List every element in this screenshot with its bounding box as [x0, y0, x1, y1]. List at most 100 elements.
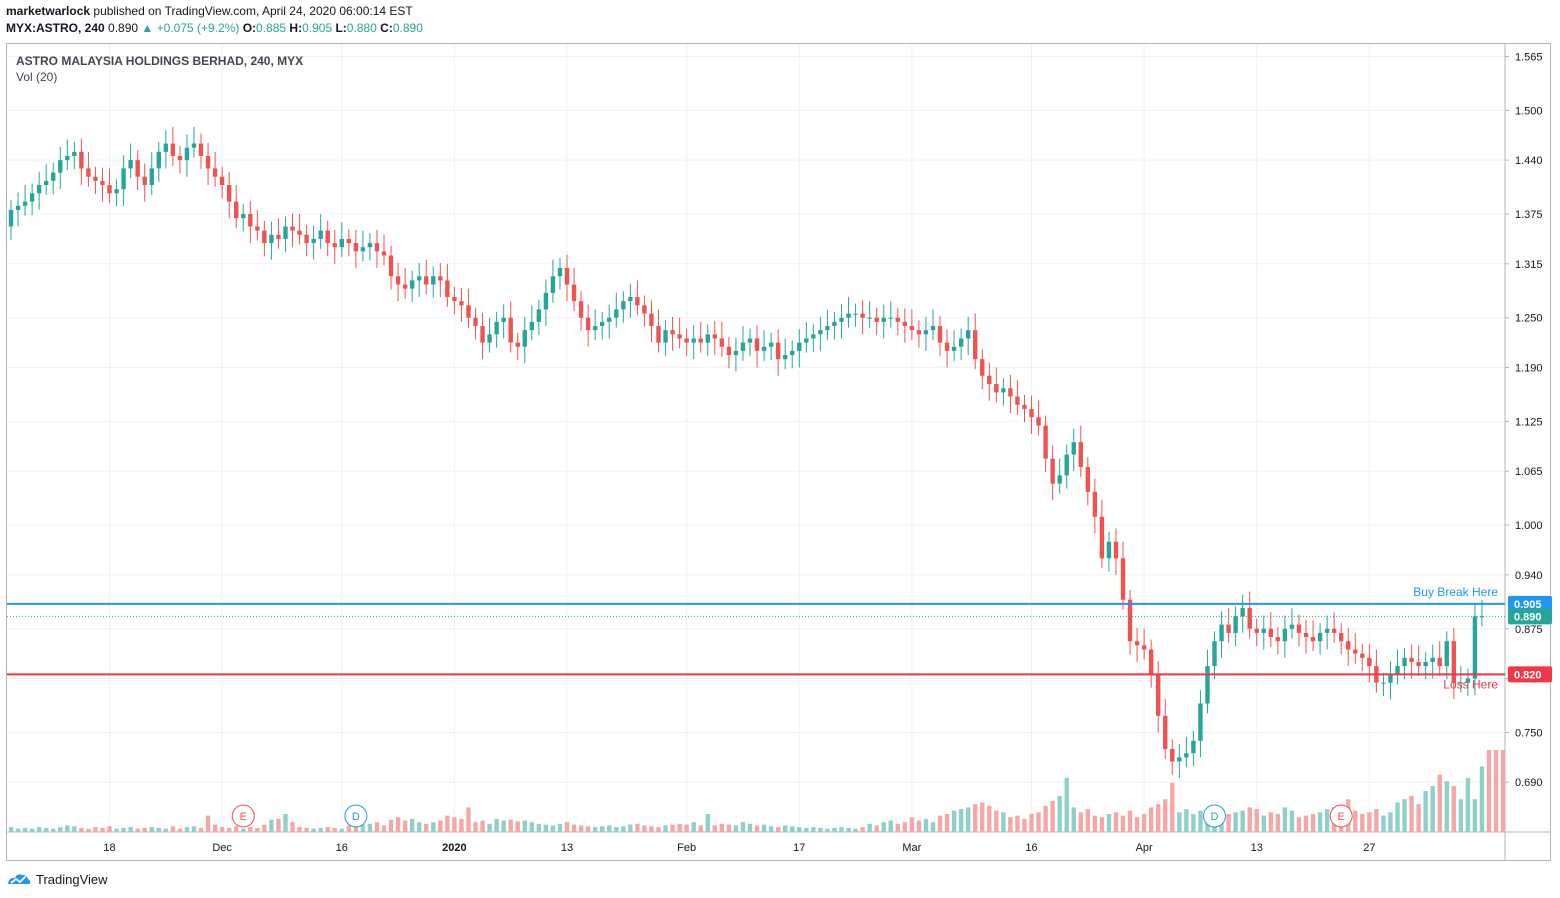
volume-bar	[367, 823, 373, 832]
candle	[487, 317, 492, 353]
candle	[86, 151, 91, 187]
candle-body	[1134, 641, 1140, 646]
candle-body	[1036, 417, 1041, 426]
candle	[388, 245, 394, 290]
candle	[22, 185, 28, 216]
volume-bar	[466, 807, 471, 832]
candle-body	[614, 309, 619, 318]
candle	[550, 259, 556, 303]
candle-body	[895, 317, 900, 322]
volume-bar	[1092, 815, 1098, 832]
candle-body	[269, 234, 274, 244]
volume-bar	[1163, 799, 1168, 832]
volume-bar	[1198, 810, 1203, 832]
candle-body	[276, 234, 281, 239]
candle	[135, 150, 140, 190]
volume-bar	[311, 828, 316, 832]
candle-body	[1240, 608, 1245, 617]
candle-body	[839, 317, 844, 322]
volume-bar	[473, 822, 478, 832]
volume-bar	[1113, 812, 1119, 832]
candle	[839, 304, 844, 339]
event-label: E	[1338, 811, 1345, 823]
candle-body	[944, 342, 950, 351]
candle-body	[1303, 632, 1309, 638]
candle	[424, 259, 429, 295]
y-tick-label: 1.375	[1515, 209, 1543, 221]
volume-bar	[1282, 807, 1288, 832]
volume-bar	[304, 827, 309, 832]
candle	[452, 287, 457, 315]
volume-bar	[1451, 786, 1457, 832]
candle	[381, 234, 387, 266]
candle-body	[93, 176, 98, 181]
volume-bar	[1458, 799, 1464, 832]
candle-body	[853, 313, 858, 315]
candle-body	[649, 313, 654, 327]
volume-bar	[1043, 805, 1048, 832]
candle	[149, 151, 154, 195]
candle	[290, 213, 295, 248]
candle-body	[1247, 608, 1252, 629]
candle-body	[712, 334, 718, 339]
volume-bar	[1219, 818, 1224, 832]
chart-frame[interactable]	[6, 43, 1551, 861]
candle-body	[72, 151, 77, 156]
volume-bar	[1184, 809, 1189, 832]
volume-bar	[965, 807, 971, 832]
buy-line-badge-text: 0.905	[1514, 599, 1542, 611]
candle-body	[1008, 388, 1013, 397]
volume-bar	[1437, 774, 1442, 832]
y-tick-label: 1.440	[1515, 155, 1543, 167]
candle-body	[1465, 678, 1471, 683]
publisher-name[interactable]: marketwarlock	[6, 4, 91, 18]
volume-bar	[754, 825, 760, 832]
candle	[775, 329, 781, 376]
candle-body	[1331, 628, 1337, 633]
volume-bar	[670, 824, 675, 832]
candle-body	[311, 238, 316, 244]
volume-bar	[987, 805, 992, 832]
volume-bar	[1402, 799, 1407, 832]
candle-body	[1205, 666, 1210, 704]
candle	[1339, 622, 1344, 655]
candle	[1015, 379, 1020, 415]
candle-body	[747, 338, 753, 343]
candle	[1331, 612, 1337, 643]
candle-body	[1437, 657, 1442, 667]
volume-bar	[149, 827, 154, 832]
candle	[628, 283, 633, 318]
volume-bar	[1353, 810, 1358, 832]
volume-bar	[487, 823, 492, 832]
candle-body	[325, 230, 330, 244]
candle	[212, 151, 218, 187]
candle	[1289, 608, 1295, 639]
candle-body	[332, 243, 337, 248]
volume-bar	[65, 825, 70, 832]
volume-bar	[614, 827, 619, 832]
candle	[1170, 739, 1175, 775]
x-tick-label: 2020	[442, 842, 466, 854]
event-label: D	[1211, 811, 1219, 823]
candle-body	[473, 317, 478, 327]
volume-bar	[1275, 813, 1281, 832]
candle	[1395, 649, 1400, 685]
volume-bar	[346, 825, 352, 832]
candle-body	[761, 346, 767, 351]
ohlc-line: MYX:ASTRO, 240 0.890 ▲ +0.075 (+9.2%) O:…	[6, 21, 423, 35]
candle-body	[1106, 541, 1112, 559]
candle-body	[1423, 661, 1428, 667]
candle	[818, 316, 823, 351]
candle	[58, 146, 63, 190]
candle	[508, 301, 513, 353]
candle	[1071, 428, 1076, 472]
tradingview-logo[interactable]: TradingView	[6, 871, 108, 887]
candle-body	[1219, 624, 1224, 642]
volume-bar	[1156, 804, 1161, 832]
volume-bar	[1191, 813, 1196, 832]
candle-body	[1458, 682, 1464, 684]
candle	[1148, 639, 1154, 688]
stop-line-label: Loss Here	[1443, 677, 1498, 691]
volume-bar	[452, 817, 457, 832]
